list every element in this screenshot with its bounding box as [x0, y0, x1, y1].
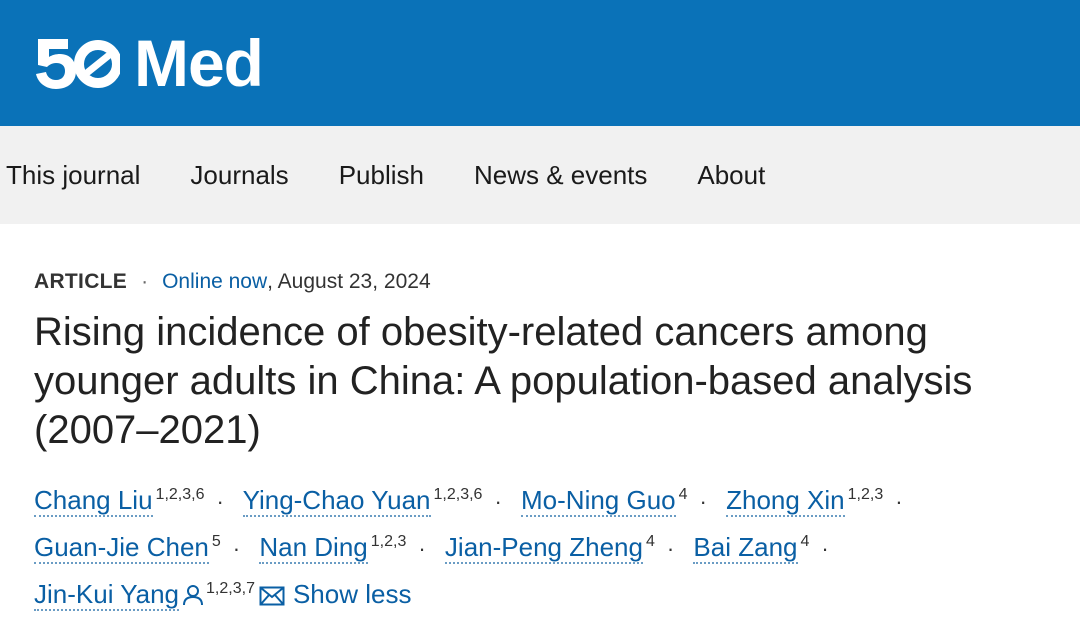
article-title: Rising incidence of obesity-related canc… — [34, 310, 973, 452]
author-item: Mo-Ning Guo 4 — [521, 485, 688, 517]
site-header: Med — [0, 0, 1080, 126]
publication-date: , August 23, 2024 — [267, 270, 431, 293]
author-link[interactable]: Jin-Kui Yang — [34, 579, 180, 611]
author-link[interactable]: Jian-Peng Zheng — [444, 532, 643, 564]
nav-this-journal[interactable]: This journal — [6, 159, 141, 190]
affiliation-numbers: 4 — [800, 533, 810, 550]
affiliation-numbers: 4 — [678, 486, 688, 503]
online-now-link[interactable]: Online now — [162, 270, 268, 293]
author-link[interactable]: Mo-Ning Guo — [521, 485, 676, 517]
affiliation-numbers: 4 — [645, 533, 655, 550]
author-link[interactable]: Ying-Chao Yuan — [242, 485, 431, 517]
logo-wordmark: Med — [134, 26, 264, 100]
affiliation-numbers: 5 — [211, 533, 221, 550]
author-item: Zhong Xin 1,2,3 — [726, 485, 884, 517]
author-item: Jin-Kui Yang 1,2,3,7 — [34, 579, 285, 611]
logo-50-icon — [36, 39, 120, 89]
author-link[interactable]: Zhong Xin — [726, 485, 845, 517]
article-type: ARTICLE — [34, 270, 128, 293]
author-separator: · — [418, 536, 426, 561]
affiliation-numbers: 1,2,3 — [847, 486, 884, 503]
show-less-button[interactable]: Show less — [292, 579, 412, 609]
author-separator: · — [216, 489, 224, 514]
nav-news-events[interactable]: News & events — [473, 159, 648, 190]
author-separator: · — [232, 536, 241, 561]
email-icon[interactable] — [259, 586, 285, 606]
author-item: Jian-Peng Zheng 4 — [444, 532, 655, 564]
main-navigation: This journal Journals Publish News & eve… — [0, 126, 1080, 224]
author-item: Guan-Jie Chen 5 — [34, 532, 221, 564]
article-meta: ARTICLE · Online now , August 23, 2024 — [34, 270, 1080, 294]
author-list: Chang Liu 1,2,3,6 · Ying-Chao Yuan 1,2,3,6 ·… — [34, 475, 1064, 614]
affiliation-numbers: 1,2,3,6 — [155, 486, 205, 503]
affiliation-numbers: 1,2,3,7 — [206, 580, 255, 597]
article-header: ARTICLE · Online now , August 23, 2024 R… — [0, 224, 1080, 614]
author-separator: · — [821, 536, 829, 561]
affiliation-numbers: 1,2,3,6 — [433, 486, 483, 503]
author-separator: · — [699, 489, 707, 514]
author-separator: · — [895, 489, 903, 514]
nav-journals[interactable]: Journals — [190, 159, 289, 190]
author-item: Chang Liu 1,2,3,6 — [34, 485, 205, 517]
author-link[interactable]: Guan-Jie Chen — [34, 532, 209, 564]
author-item: Nan Ding 1,2,3 — [259, 532, 407, 564]
person-icon — [183, 585, 204, 606]
site-logo[interactable]: Med — [34, 26, 264, 100]
author-link[interactable]: Nan Ding — [259, 532, 368, 564]
author-separator: · — [666, 536, 675, 561]
meta-separator: · — [141, 270, 149, 293]
author-separator: · — [494, 489, 502, 514]
author-link[interactable]: Bai Zang — [693, 532, 798, 564]
author-item: Ying-Chao Yuan 1,2,3,6 — [242, 485, 483, 517]
nav-publish[interactable]: Publish — [338, 159, 424, 190]
author-item: Bai Zang 4 — [693, 532, 810, 564]
author-link[interactable]: Chang Liu — [34, 485, 153, 517]
nav-about[interactable]: About — [697, 159, 766, 190]
affiliation-numbers: 1,2,3 — [370, 533, 407, 550]
